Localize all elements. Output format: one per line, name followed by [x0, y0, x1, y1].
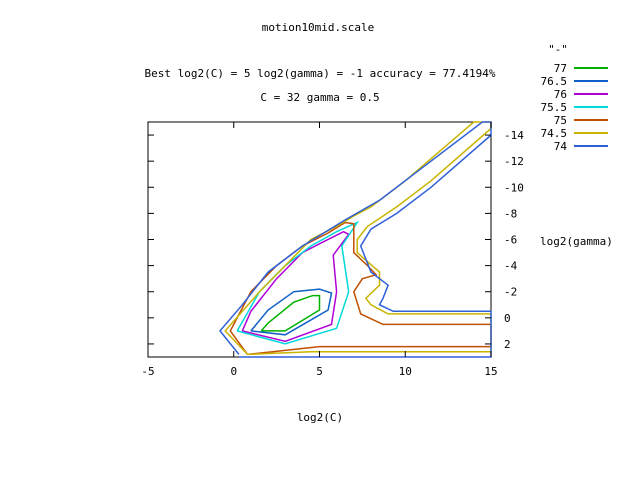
legend-label-76-5: 76.5: [541, 75, 568, 88]
legend-title: "-": [548, 43, 568, 56]
y-tick-label: -4: [504, 260, 518, 273]
x-tick-label: 15: [484, 365, 497, 378]
contour-line-76-5: [250, 288, 333, 336]
legend-label-74-5: 74.5: [541, 127, 568, 140]
y-tick-label: -6: [504, 234, 517, 247]
y-tick-label: -10: [504, 181, 524, 194]
y-tick-label: -2: [504, 286, 517, 299]
chart-subtitle-best: Best log2(C) = 5 log2(gamma) = -1 accura…: [145, 67, 496, 80]
plot-border: [147, 121, 492, 358]
chart-title: motion10mid.scale: [262, 21, 375, 34]
x-axis-label: log2(C): [297, 411, 343, 424]
legend-label-75-5: 75.5: [541, 101, 568, 114]
contour-line-74-5: [224, 121, 492, 356]
x-tick-label: 0: [230, 365, 237, 378]
y-tick-label: -12: [504, 155, 524, 168]
y-tick-label: -8: [504, 207, 517, 220]
contour-lines: [219, 121, 492, 358]
y-axis-label: log2(gamma): [540, 235, 613, 248]
legend-label-77: 77: [554, 62, 567, 75]
contour-line-77: [260, 294, 321, 332]
contour-line-76: [241, 230, 350, 343]
y-tick-label: 0: [504, 312, 511, 325]
chart-subtitle-params: C = 32 gamma = 0.5: [260, 91, 379, 104]
legend-label-76: 76: [554, 88, 567, 101]
y-axis-ticks: -14 -12 -10 -8 -6 -4 -2 0 2: [148, 129, 524, 351]
legend-label-74: 74: [554, 140, 568, 153]
legend-label-75: 75: [554, 114, 567, 127]
y-tick-label: -14: [504, 129, 524, 142]
x-tick-label: 10: [399, 365, 412, 378]
x-axis-ticks: -5 0 5 10 15: [141, 122, 498, 378]
x-tick-label: 5: [316, 365, 323, 378]
contour-line-74: [219, 121, 492, 358]
y-tick-label: 2: [504, 338, 511, 351]
x-tick-label: -5: [141, 365, 154, 378]
